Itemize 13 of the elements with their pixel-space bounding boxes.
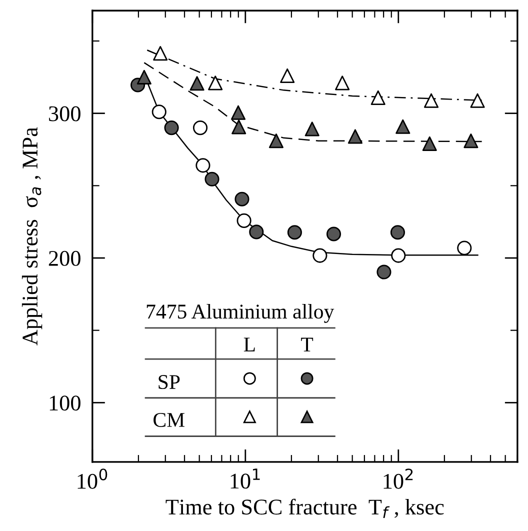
y-axis-title: Applied stress σ$_{a}$ , MPa <box>22 127 42 346</box>
annotation: CM <box>154 412 185 427</box>
annotation: T <box>301 338 314 352</box>
annotation: 7475 Aluminium alloy <box>146 304 334 323</box>
x-tick-label: 10$^{2}$ <box>384 468 413 489</box>
x-axis-title: Time to SCC fracture T$_{f}$ , ksec <box>166 498 444 518</box>
x-tick-label: 10$^{0}$ <box>78 468 108 489</box>
y-tick-label: 300 <box>49 106 80 122</box>
x-tick-label: 10$^{1}$ <box>230 468 260 489</box>
y-tick-label: 100 <box>50 396 80 411</box>
annotation: SP <box>158 375 180 390</box>
y-tick-label: 200 <box>48 250 80 266</box>
annotation: L <box>244 338 255 352</box>
